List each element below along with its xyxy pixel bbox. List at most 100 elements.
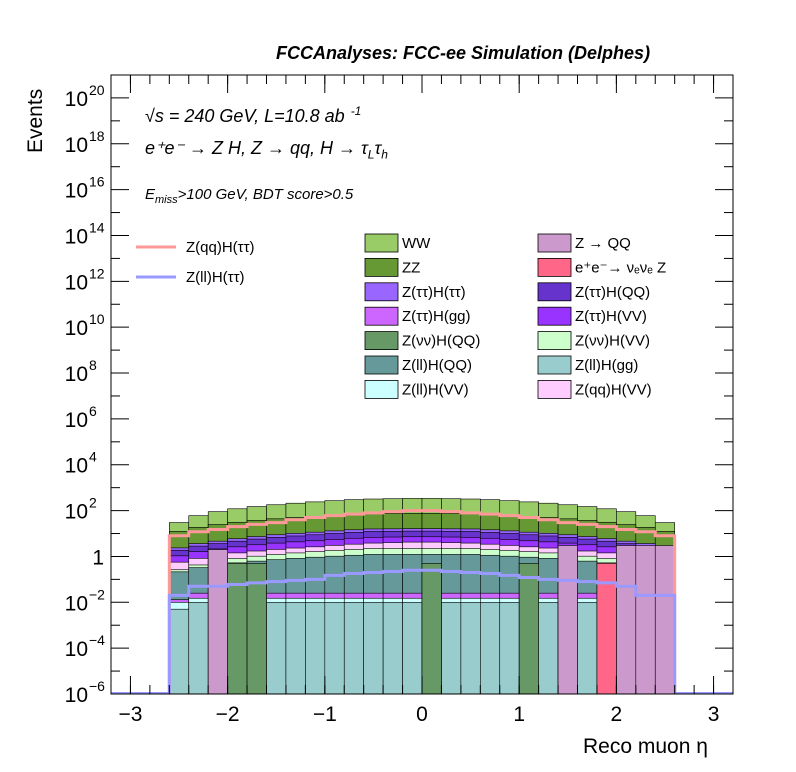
bar-z-ll-h-gg-bin-15 [460,601,481,695]
legend-entry-label: Z(ll)H(VV) [402,381,469,398]
legend-entry-label: Z(ττ)H(QQ) [575,284,650,301]
legend-entry-label: Z(ll)H(ττ) [186,269,245,286]
y-tick-exponent: −2 [89,586,105,602]
y-tick-label: 10 [65,134,88,157]
overlay-z-h-qq-bin-3 [227,563,248,695]
legend-fill-swatch [537,379,572,399]
x-tick-label: 0 [416,703,428,726]
annotation-cuts-sub: miss [155,194,178,206]
y-tick-label: 10 [65,180,88,203]
legend-entry-label: ZZ [402,259,420,276]
legend-entry-label: Z(ττ)H(ττ) [402,284,466,301]
y-tick-label: 10 [65,88,88,111]
overlay-z-qq-bin-25 [654,545,675,695]
legend-fill-swatch [537,233,572,253]
legend-entry-label: e⁺e⁻→ νₑνₑ Z [575,259,666,276]
bar-z-ll-h-gg-bin-6 [285,601,306,695]
legend-entry-label: Z(ll)H(QQ) [402,357,472,374]
annotation-cuts-main: E [145,186,156,203]
overlay-z-h-qq-bin-18 [518,563,539,695]
annotation-process-mid: τ [374,138,382,158]
annotation-process-text: e⁺e⁻ → Z H, Z → qq, H → τ [145,138,368,158]
legend-entry-label: Z → QQ [575,235,631,252]
legend-entry-label: Z(ττ)H(gg) [402,308,471,325]
y-tick-exponent: 6 [89,403,97,419]
overlay-z-qq-bin-2 [207,549,228,695]
x-tick-label: −3 [118,703,142,726]
legend-entry-label: Z(νν)H(QQ) [402,333,480,350]
overlay-layer [207,545,675,695]
annotation-process-sub2: h [381,147,388,162]
y-tick-exponent: 14 [89,219,105,235]
annotation-cuts: Emiss>100 GeV, BDT score>0.5 [145,186,353,206]
legend-fill-swatch [364,355,399,375]
y-tick-exponent: 10 [89,311,105,327]
x-tick-label: 3 [708,703,720,726]
bar-z-ll-h-gg-bin-17 [499,601,520,695]
y-tick-label: 10 [65,638,88,661]
y-tick-exponent: 8 [89,357,97,373]
y-tick-label: 10 [65,225,88,248]
y-tick-label: 1 [92,546,104,569]
bar-z-ll-h-gg-bin-21 [577,601,598,695]
overlay-z-qq-bin-23 [616,545,637,695]
legend-fill-swatch [537,355,572,375]
x-axis-label: Reco muon η [583,735,708,758]
bar-z-ll-h-gg-bin-9 [343,601,364,695]
y-tick-exponent: 2 [89,495,97,511]
legend-fill-swatch [537,282,572,302]
y-tick-exponent: 12 [89,265,105,281]
y-axis-label: Events [24,88,47,153]
x-tick-label: −2 [216,703,240,726]
bar-z-ll-h-gg-bin-1 [188,601,209,695]
line-z-ll-h [167,568,677,694]
legend-fill-swatch [537,306,572,326]
legend-fill-swatch [537,331,572,351]
annotation-process: e⁺e⁻ → Z H, Z → qq, H → τLτh [145,138,388,162]
annotation-process-sub1: L [367,147,375,162]
y-tick-label: 10 [65,271,88,294]
legend-entry-label: Z(qq)H(VV) [575,381,652,398]
bar-z-ll-h-gg-bin-14 [441,601,462,695]
bar-z-ll-h-gg-bin-10 [363,601,384,695]
legend-fill-swatch [364,257,399,277]
bar-z-ll-h-gg-bin-16 [480,601,501,695]
bar-z-ll-h-gg-bin-19 [538,601,559,695]
y-tick-label: 10 [65,501,88,524]
y-tick-exponent: −4 [89,632,105,648]
legend-fill-swatch [364,282,399,302]
bar-z-ll-h-gg-bin-5 [266,601,287,695]
y-tick-label: 10 [65,592,88,615]
y-tick-exponent: 20 [89,82,105,98]
y-tick-exponent: 4 [89,449,97,465]
y-tick-exponent: 16 [89,174,105,190]
x-tick-label: −1 [313,703,337,726]
legend-entry-label: WW [402,235,431,252]
legend-entry-label: Z(ll)H(gg) [575,357,638,374]
chart-title: FCCAnalyses: FCC-ee Simulation (Delphes) [276,43,651,63]
annotation-energy-text: √s = 240 GeV, L=10.8 ab [145,106,345,126]
line-z-qq-h [167,509,677,694]
annotation-energy: √s = 240 GeV, L=10.8 ab -1 [145,104,361,127]
x-tick-label: 1 [513,703,525,726]
legend-layer: Z(qq)H(ττ) Z(ll)H(ττ) WW Z → QQ ZZ e⁺e⁻→ νₑνₑ… [136,233,666,399]
y-tick-label: 10 [65,317,88,340]
legend-fill-swatch [364,233,399,253]
legend-entry-label: Z(νν)H(VV) [575,333,650,350]
bar-z-ll-h-gg-bin-7 [305,601,326,695]
y-tick-label: 10 [65,455,88,478]
annotation-energy-sup: -1 [350,104,362,118]
bar-z-ll-h-gg-bin-12 [402,601,423,695]
legend-fill-swatch [364,306,399,326]
legend-entry-label: Z(qq)H(ττ) [186,239,255,256]
overlay-z-qq-bin-20 [557,545,578,695]
overlay-z-h-qq-bin-13 [421,563,442,695]
legend-entry-label: Z(ττ)H(VV) [575,308,647,325]
y-tick-exponent: 18 [89,128,105,144]
legend-fill-swatch [537,257,572,277]
legend-fill-swatch [364,331,399,351]
annotation-cuts-rest: >100 GeV, BDT score>0.5 [177,186,354,203]
y-tick-exponent: −6 [89,678,105,694]
